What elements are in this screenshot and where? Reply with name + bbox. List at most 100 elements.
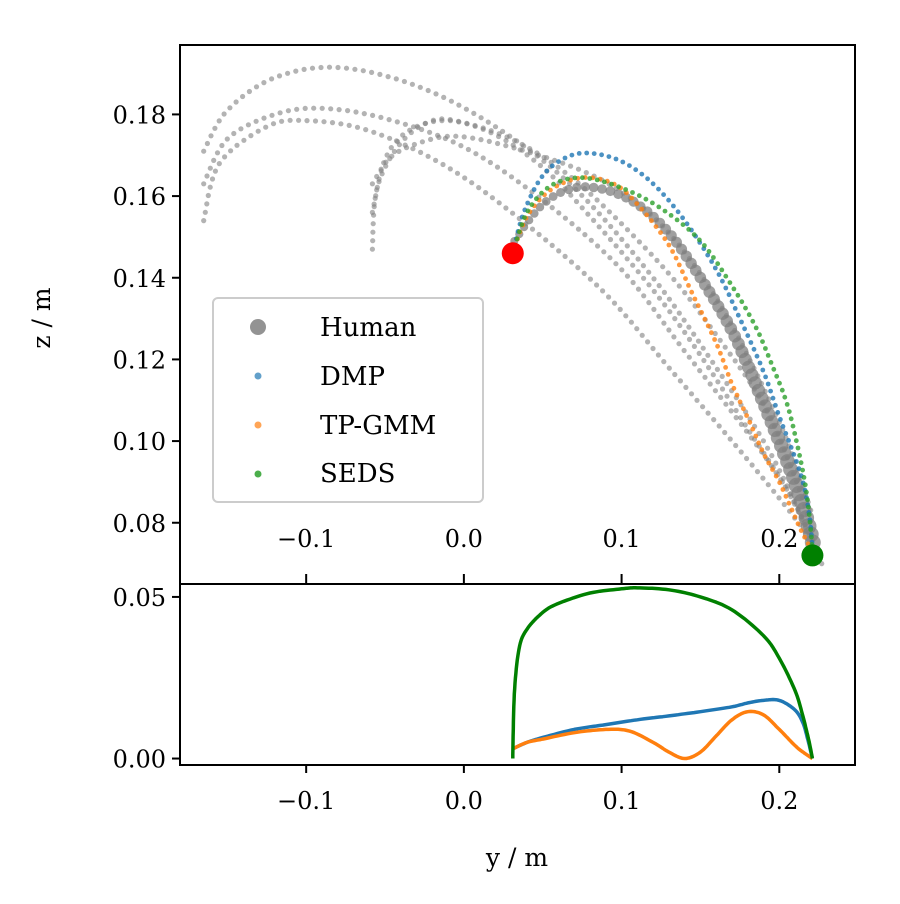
human-point [733,442,739,449]
tp-gmm-point [689,289,695,295]
human-point [634,326,640,332]
dmp-line [511,697,815,760]
tp-gmm-point [773,473,779,479]
human-point [531,157,537,163]
human-point [487,159,493,166]
human-point [321,119,327,125]
human-point [354,124,361,130]
seds-point [697,237,702,243]
human-point [255,128,261,134]
seds-point [715,261,721,267]
human-point [410,146,416,152]
seds-point [674,217,680,223]
dmp-point [751,346,757,352]
human-point [666,365,672,371]
dmp-point [556,159,561,165]
human-point [253,118,259,124]
human-point [776,495,782,501]
human-point [414,123,420,129]
human-point [285,70,291,76]
human-point [596,224,602,230]
human-point [403,145,410,151]
seds-point [760,339,765,344]
human-point [691,361,698,367]
human-point [719,386,726,392]
human-point [485,119,491,125]
human-point [556,210,562,216]
human-point [385,74,391,80]
human-point [453,133,459,139]
human-point [492,124,499,130]
human-point [228,148,234,154]
seds-point [529,202,535,208]
human-point [430,118,437,125]
human-point [624,227,631,233]
dmp-point [768,388,773,394]
human-point [646,300,652,306]
top-x-tick-label: 0.1 [603,525,641,553]
top-x-tick-label: 0.0 [445,525,483,553]
human-point [515,179,522,185]
human-point [433,157,439,163]
seds-point [782,394,788,400]
legend-label-tp-gmm: TP-GMM [320,411,436,441]
human-point [527,150,533,156]
human-point [204,173,210,179]
human-point [509,210,516,216]
human-point [672,371,678,378]
tp-gmm-point [712,337,717,342]
bottom-y-ticks: 0.00 0.05 [113,584,180,774]
human-point [710,372,716,378]
dmp-point [656,186,661,192]
human-point [733,407,739,414]
seds-point [711,255,716,260]
seds-point [551,181,556,187]
human-point [594,197,600,203]
seds-point [580,175,585,181]
dmp-point [739,319,744,325]
human-point [483,190,489,196]
human-point [784,486,790,492]
seds-point [668,213,674,218]
human-point [352,66,358,72]
seds-point [777,380,782,386]
dmp-point [780,424,786,429]
human-point [394,119,400,125]
tp-gmm-point [734,392,740,398]
seds-point [680,222,686,228]
human-point [234,142,240,148]
tp-gmm-point [705,323,711,329]
human-point [582,232,588,238]
dmp-point [535,180,541,186]
human-point [224,136,230,142]
human-point [624,273,631,279]
tp-gmm-point [795,521,801,527]
tp-gmm-point [639,206,645,212]
bottom-y-tick-label: 0.05 [113,584,166,612]
seds-point [795,445,801,451]
human-point [722,429,728,436]
top-x-tick-label: 0.2 [760,525,798,553]
seds-point [805,497,810,503]
human-point [671,276,677,283]
human-point [338,121,344,127]
human-point [600,288,606,294]
bottom-axes-frame [179,583,856,766]
human-point [470,135,476,141]
seds-point [771,366,777,372]
human-point [285,108,291,114]
human-point [714,366,721,372]
tp-gmm-point [777,480,783,486]
tp-gmm-point [670,249,675,254]
human-point [378,114,384,120]
dmp-point [720,278,725,284]
human-point [549,242,555,248]
human-point [377,71,383,77]
human-point [710,359,716,365]
tp-gmm-point [709,330,714,336]
human-point [760,438,767,444]
seds-point [630,190,635,195]
seds-point [650,200,655,206]
human-point [606,209,613,215]
seds-point [790,423,796,429]
